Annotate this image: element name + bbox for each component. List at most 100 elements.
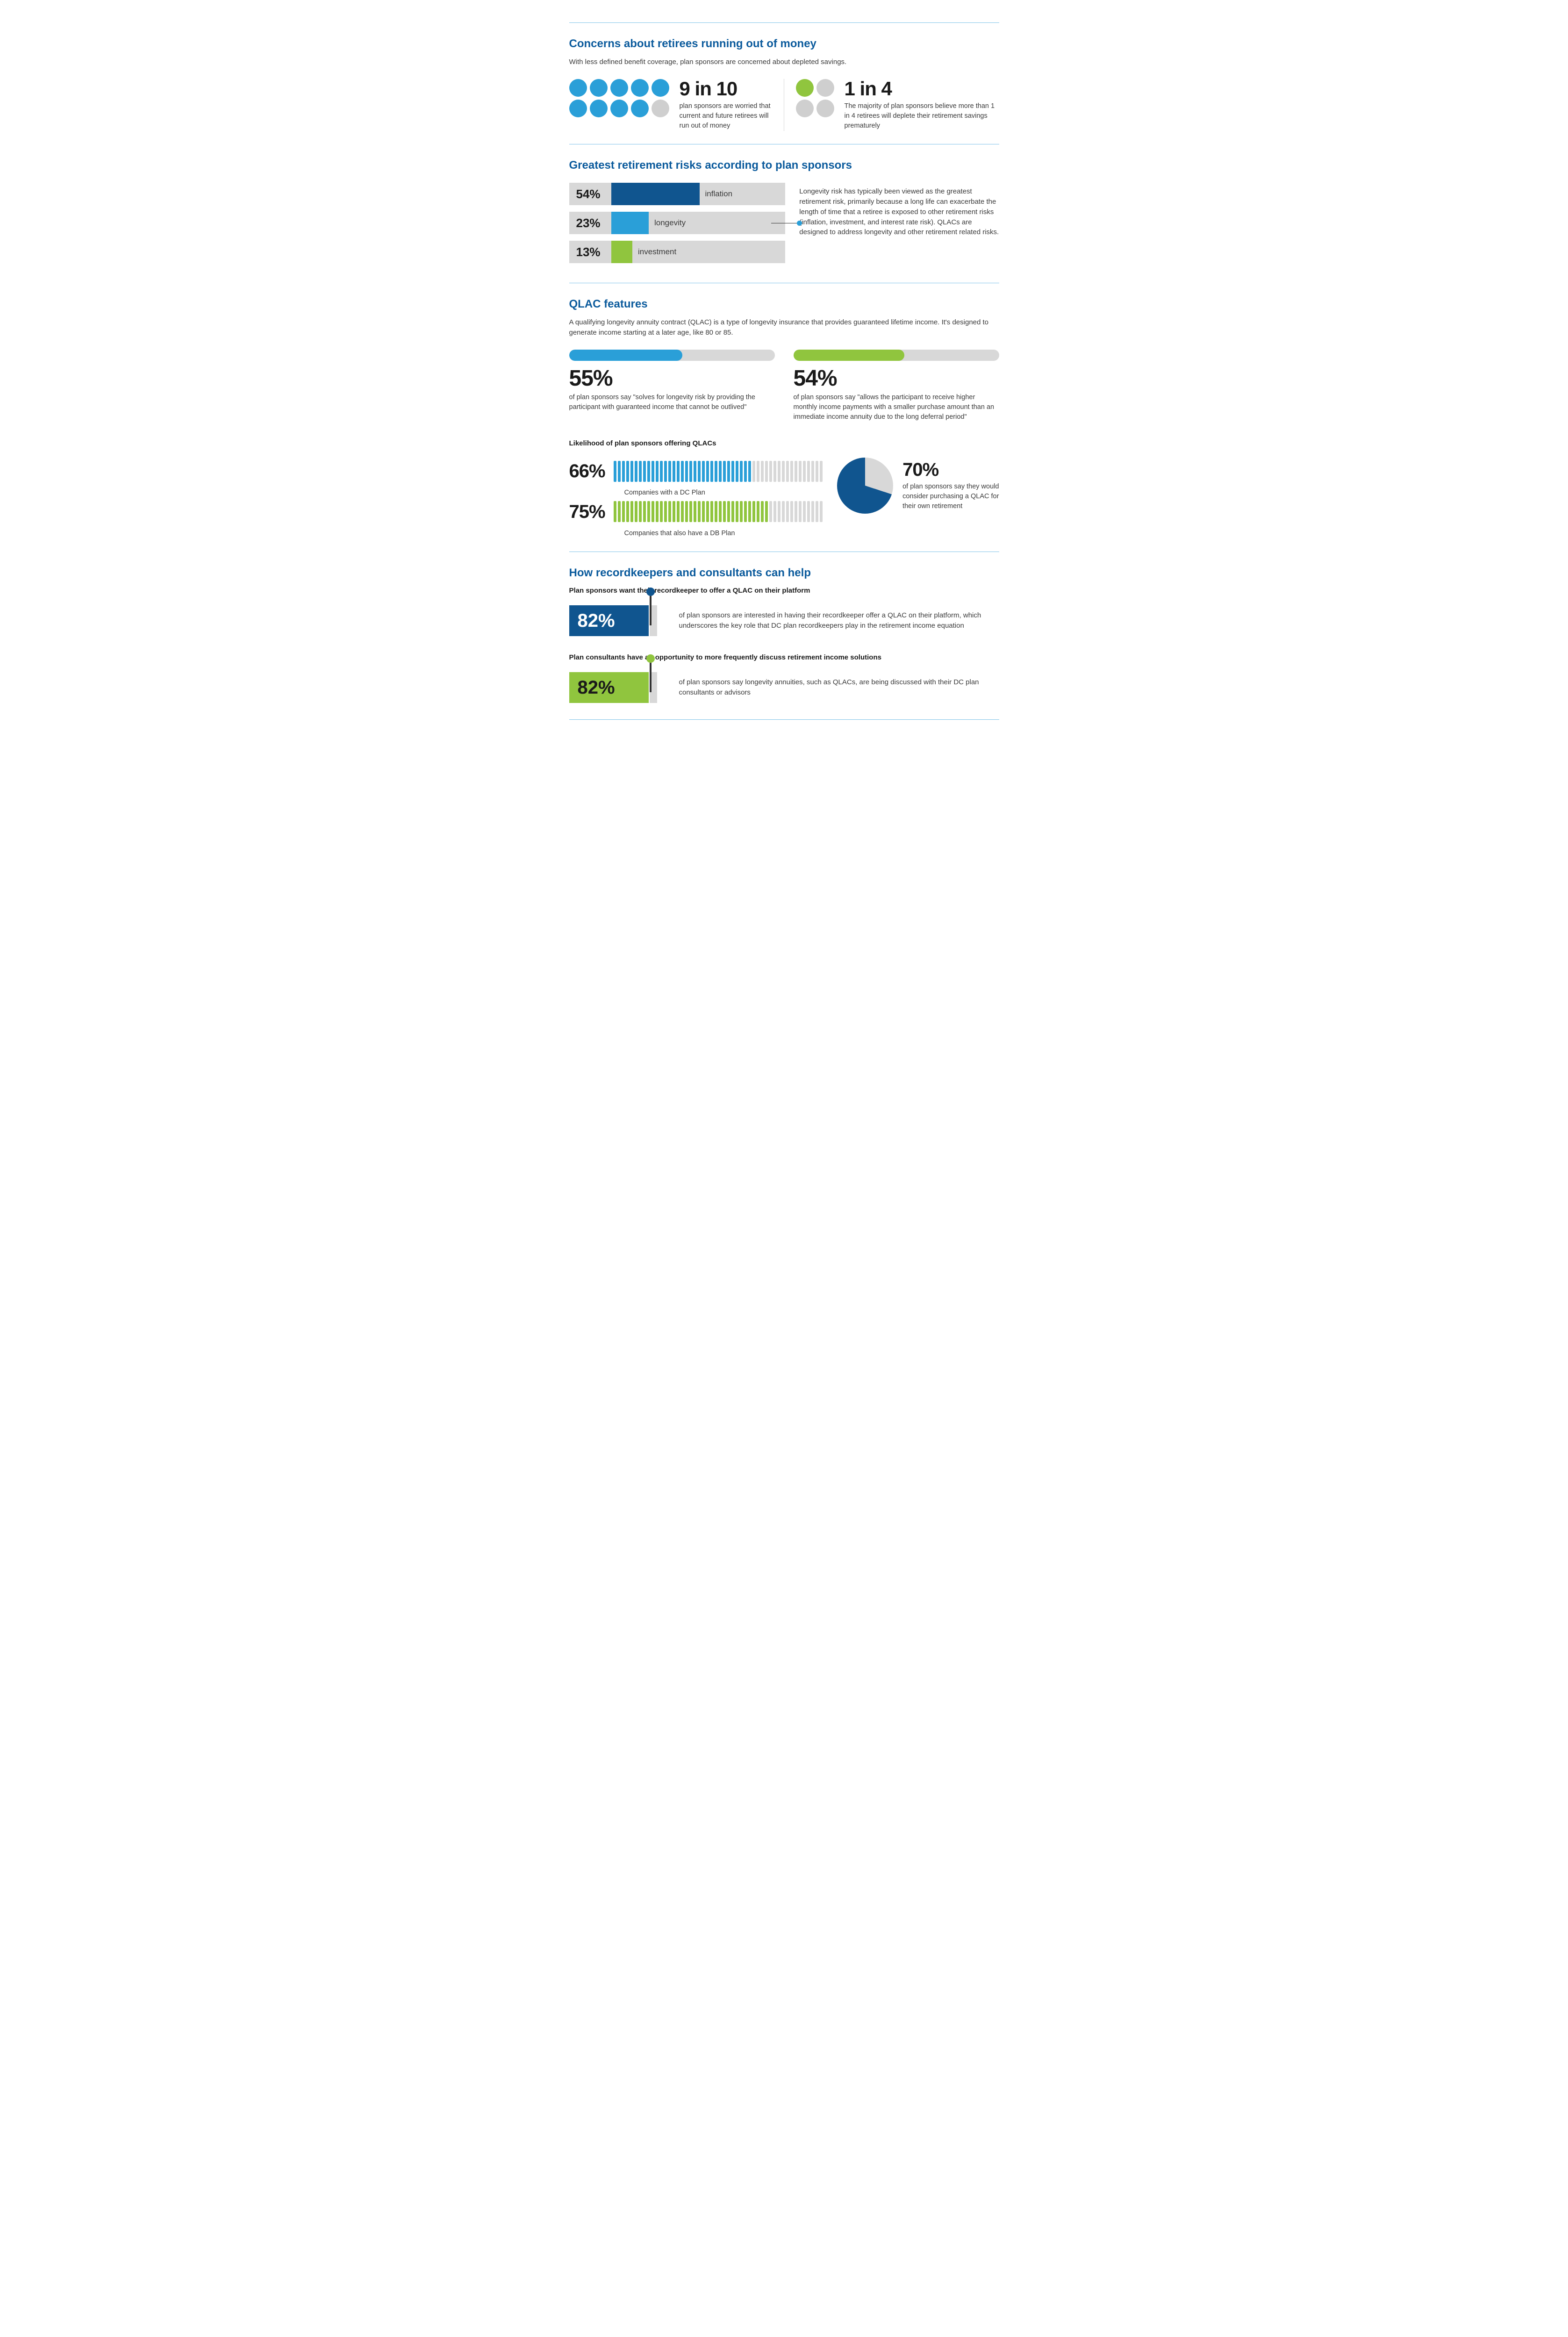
tally-bar xyxy=(664,501,667,522)
s3-title: QLAC features xyxy=(569,296,999,313)
tally-row: 66% xyxy=(569,458,819,485)
tally-bar xyxy=(715,461,717,482)
s4-block: 82%of plan sponsors say longevity annuit… xyxy=(569,672,999,703)
tally-bar xyxy=(736,461,738,482)
tally-bar xyxy=(811,501,814,522)
tally-bar xyxy=(761,461,764,482)
risk-bar: 54%inflation xyxy=(569,183,786,205)
tally-bar xyxy=(820,501,823,522)
s2-blurb: Longevity risk has typically been viewed… xyxy=(799,183,999,237)
risk-label: longevity xyxy=(649,217,686,229)
dot xyxy=(816,79,834,97)
tally-bar xyxy=(647,461,650,482)
tally-bar xyxy=(618,461,621,482)
tally-bar xyxy=(652,501,654,522)
dot xyxy=(796,100,814,117)
risk-bar-fill xyxy=(611,212,649,234)
risk-bar: 13%investment xyxy=(569,241,786,263)
s2-grid: 54%inflation 23%longevity 13%investment Lo… xyxy=(569,183,999,270)
tally-bar xyxy=(706,501,709,522)
tally-bar xyxy=(727,501,730,522)
tally-bar xyxy=(694,461,696,482)
dot xyxy=(631,79,649,97)
tally-bar xyxy=(778,461,780,482)
tally-bar xyxy=(786,501,789,522)
tally-bar xyxy=(710,461,713,482)
tally-bar xyxy=(778,501,780,522)
s4-heading: Plan sponsors want their recordkeeper to… xyxy=(569,586,999,596)
tally-bar xyxy=(639,501,642,522)
tally-bar xyxy=(643,461,646,482)
s1-grid: 9 in 10 plan sponsors are worried that c… xyxy=(569,79,999,131)
tally-bar xyxy=(799,501,802,522)
tally-bar xyxy=(748,501,751,522)
tally-bar xyxy=(614,501,616,522)
tally-bar xyxy=(752,501,755,522)
tally-bar xyxy=(643,501,646,522)
stat-1in4: 1 in 4 xyxy=(845,79,999,99)
tally-bar xyxy=(647,501,650,522)
dotgrid-right xyxy=(796,79,835,118)
tally-bar xyxy=(816,501,818,522)
tally-bar xyxy=(702,501,705,522)
tally-bar xyxy=(626,501,629,522)
tally-bar xyxy=(698,501,701,522)
tally-bar xyxy=(668,461,671,482)
dot xyxy=(796,79,814,97)
s1-left: 9 in 10 plan sponsors are worried that c… xyxy=(569,79,784,131)
risk-bar: 23%longevity xyxy=(569,212,786,234)
tally-bar xyxy=(673,501,675,522)
tally-bar xyxy=(622,461,625,482)
tally-bar xyxy=(626,461,629,482)
s2-title: Greatest retirement risks according to p… xyxy=(569,158,999,174)
s1-right: 1 in 4 The majority of plan sponsors bel… xyxy=(784,79,999,131)
tally-block: 75%Companies that also have a DB Plan xyxy=(569,498,819,538)
tally-bar xyxy=(660,461,663,482)
dot xyxy=(610,100,628,117)
pie-pct: 70% xyxy=(902,460,999,479)
capsule-fill xyxy=(569,350,682,361)
tally-bars xyxy=(614,501,823,522)
tally-bar xyxy=(803,501,806,522)
tally-bar xyxy=(685,501,688,522)
dot xyxy=(590,79,608,97)
risk-bar-fill xyxy=(611,183,700,205)
tally-bar xyxy=(799,461,802,482)
dotgrid-left xyxy=(569,79,670,118)
dot xyxy=(816,100,834,117)
capsule-pct: 54% xyxy=(794,367,999,390)
tally-bar xyxy=(630,501,633,522)
tally-bar xyxy=(715,501,717,522)
tally-bar xyxy=(694,501,696,522)
tally-pct: 66% xyxy=(569,458,605,485)
stat-9in10: 9 in 10 xyxy=(680,79,772,99)
divider xyxy=(569,719,999,720)
capsule-bar xyxy=(794,350,999,361)
pie-desc: of plan sponsors say they would consider… xyxy=(902,482,999,511)
capsule-col: 54%of plan sponsors say "allows the part… xyxy=(794,350,999,422)
tally-bar xyxy=(736,501,738,522)
tally-bar xyxy=(673,461,675,482)
dot xyxy=(652,100,669,117)
s4-title: How recordkeepers and consultants can he… xyxy=(569,565,999,581)
tally-bar xyxy=(773,501,776,522)
tally-bar xyxy=(618,501,621,522)
dot xyxy=(610,79,628,97)
tally-bars xyxy=(614,461,823,482)
tally-bar xyxy=(731,461,734,482)
tally-bar xyxy=(795,501,797,522)
tally-label: Companies with a DC Plan xyxy=(624,488,819,498)
tally-bar xyxy=(765,501,768,522)
tally-bar xyxy=(748,461,751,482)
risk-label: inflation xyxy=(700,188,733,200)
tally-bar xyxy=(790,461,793,482)
pie-chart xyxy=(837,458,893,514)
tally-bar xyxy=(757,461,759,482)
tally-bar xyxy=(614,461,616,482)
tally-bar xyxy=(790,501,793,522)
tally-bar xyxy=(723,501,726,522)
tally-row: 75% xyxy=(569,498,819,525)
dot xyxy=(652,79,669,97)
tally-bar xyxy=(731,501,734,522)
risk-label: investment xyxy=(632,246,676,258)
